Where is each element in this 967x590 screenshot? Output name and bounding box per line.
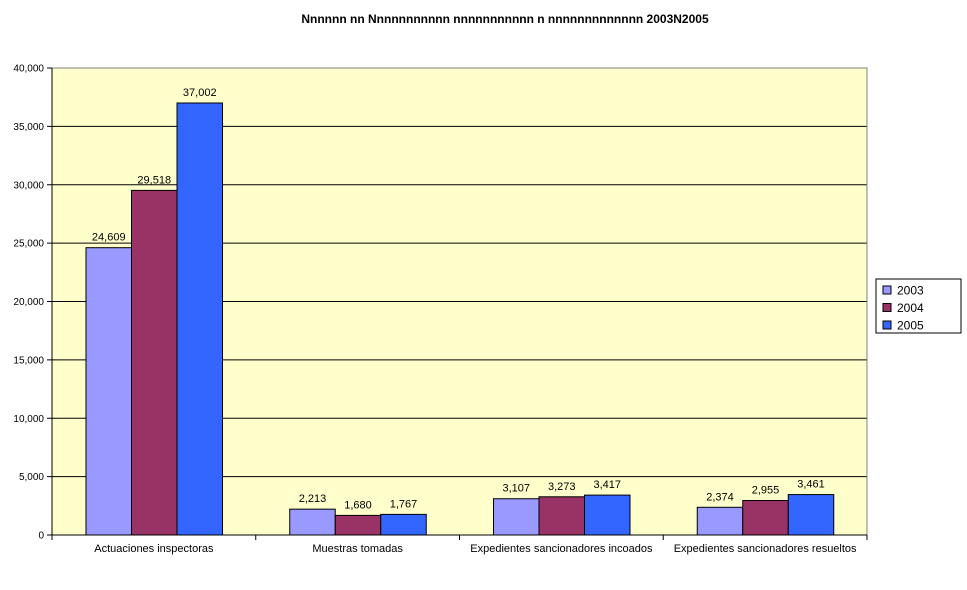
- legend-swatch-2004: [882, 303, 892, 312]
- data-label: 3,273: [548, 481, 576, 493]
- y-tick-label: 40,000: [13, 64, 44, 75]
- y-tick-label: 25,000: [13, 239, 44, 250]
- y-tick-label: 20,000: [13, 297, 44, 308]
- bar-2005: [584, 494, 631, 536]
- category-label: Expedientes sancionadores incoados: [470, 543, 653, 555]
- bar-2005: [787, 494, 835, 536]
- bar-2004: [538, 496, 585, 536]
- y-tick-label: 30,000: [13, 180, 44, 191]
- data-label: 1,767: [390, 498, 418, 510]
- data-label: 3,107: [502, 483, 530, 495]
- y-tick-label: 5,000: [19, 472, 44, 483]
- data-label: 37,002: [183, 87, 217, 99]
- data-label: 24,609: [92, 232, 126, 244]
- bar-2003: [696, 506, 744, 536]
- bar-2004: [131, 189, 178, 536]
- data-label: 2,374: [706, 491, 734, 503]
- data-label: 1,680: [344, 499, 372, 511]
- legend-swatch-2003: [882, 285, 892, 295]
- bar-2004: [334, 514, 382, 536]
- chart-title: Nnnnnn nn Nnnnnnnnnnn nnnnnnnnnnn n nnnn…: [301, 12, 709, 26]
- bar-2004: [742, 500, 789, 536]
- y-tick-label: 35,000: [13, 122, 44, 133]
- y-tick-label: 15,000: [13, 355, 44, 366]
- y-tick-label: 10,000: [13, 414, 44, 425]
- data-label: 2,955: [752, 485, 780, 497]
- bar-2005: [176, 102, 223, 536]
- bar-2003: [289, 508, 336, 536]
- data-label: 2,213: [299, 493, 327, 505]
- category-label: Actuaciones inspectoras: [94, 543, 214, 555]
- data-label: 3,461: [797, 479, 825, 491]
- data-label: 3,417: [593, 479, 621, 491]
- category-label: Muestras tomadas: [312, 543, 403, 555]
- plot-area: 0 5,000 10,000 15,000 20,000 25,000 30,000 35,0…: [13, 64, 868, 555]
- legend-swatch-2005: [882, 320, 892, 330]
- bar-2005: [380, 513, 427, 536]
- legend: 2003 2004 2005: [875, 278, 962, 334]
- bar-2003: [493, 498, 540, 536]
- legend-label: 2004: [897, 301, 924, 315]
- bar-2003: [85, 247, 132, 536]
- legend-label: 2005: [897, 319, 924, 333]
- data-label: 29,518: [137, 174, 171, 186]
- category-label: Expedientes sancionadores resueltos: [674, 543, 857, 555]
- y-tick-label: 0: [38, 531, 44, 542]
- legend-label: 2003: [897, 284, 924, 298]
